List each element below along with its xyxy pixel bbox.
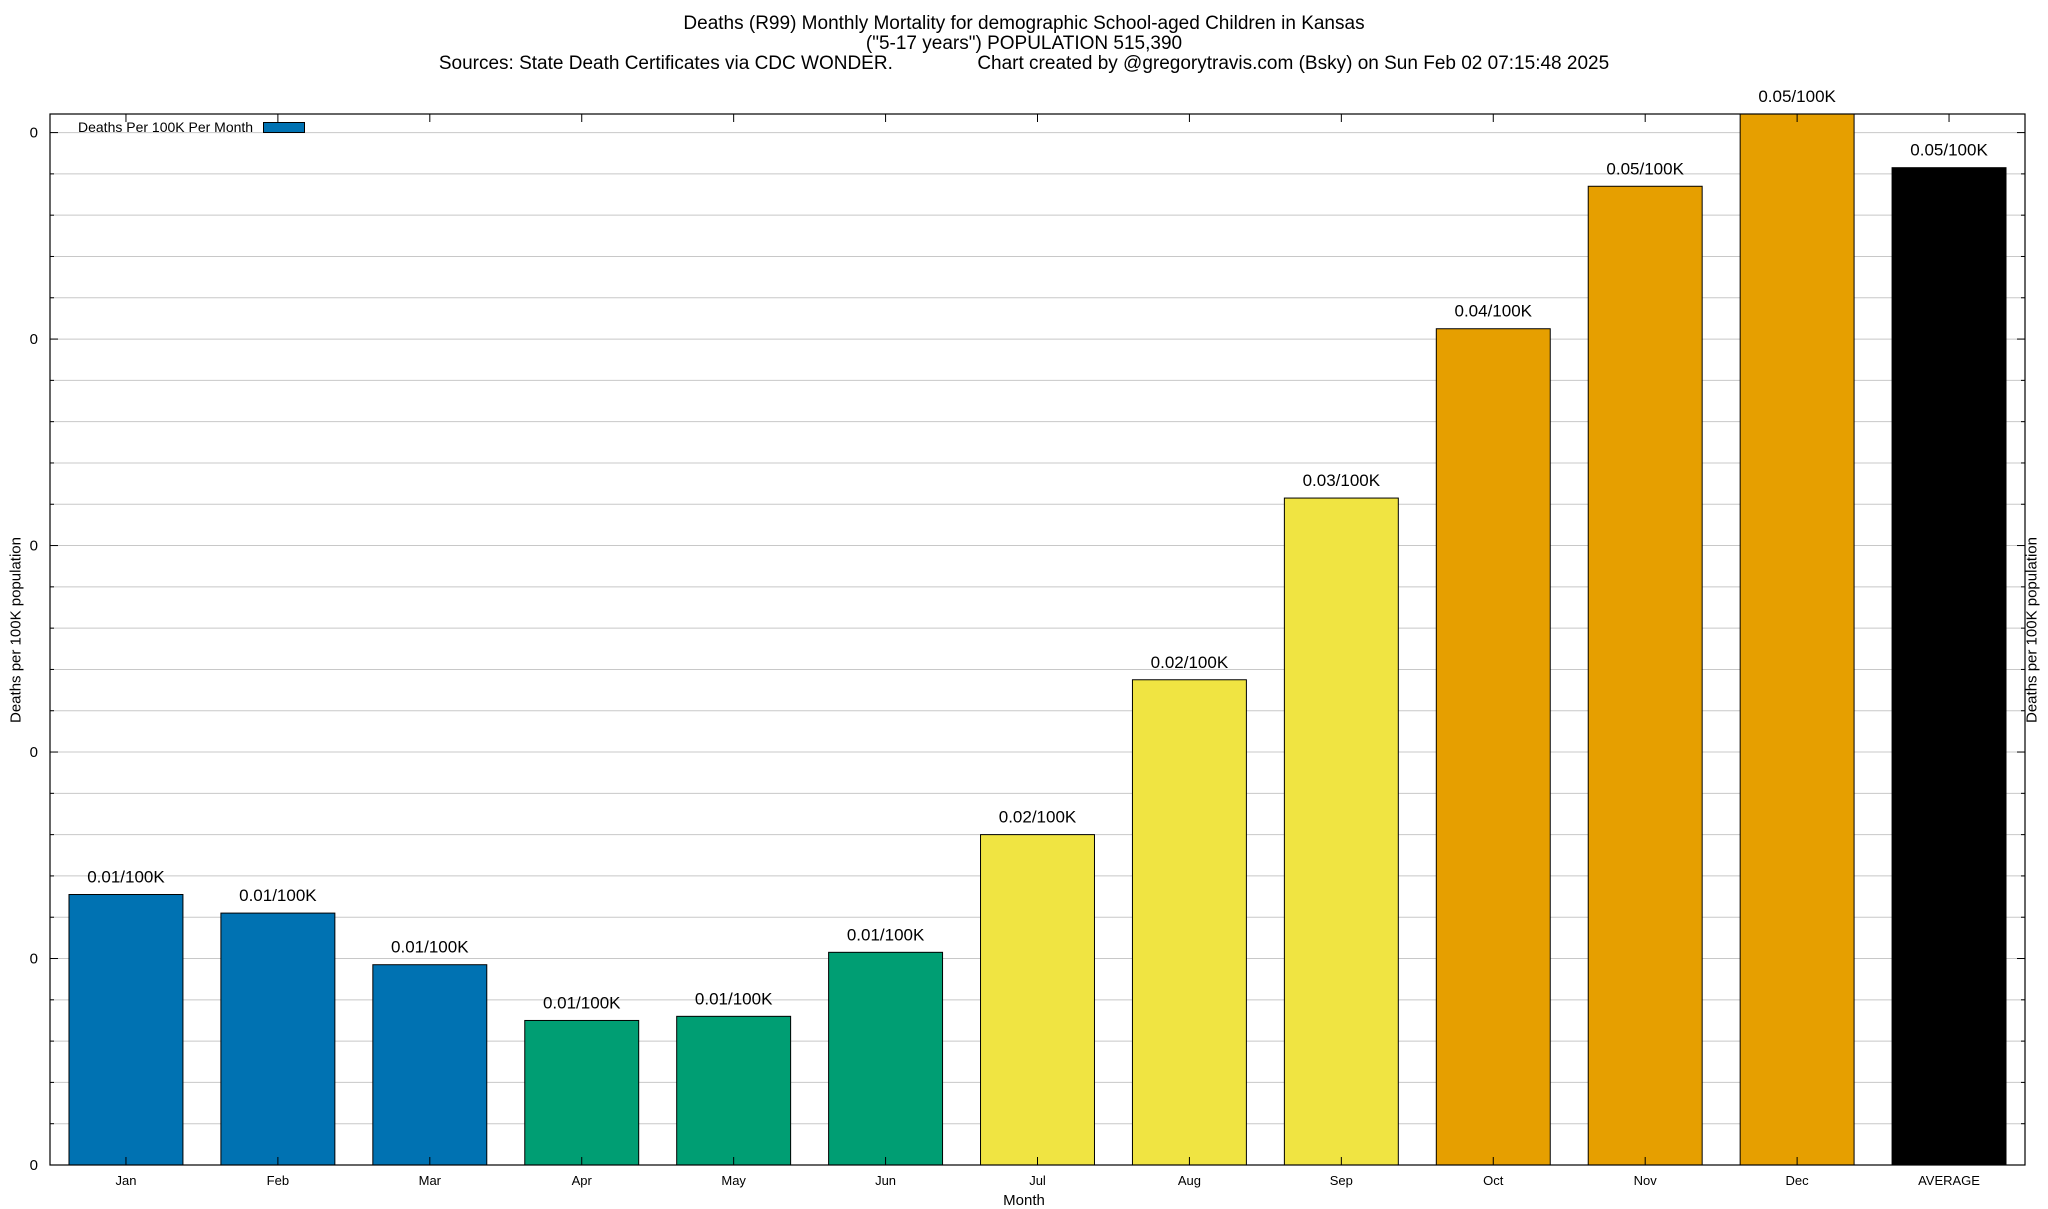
bar-mar: [372, 964, 488, 1166]
bar-oct: [1435, 328, 1551, 1166]
bar-may: [676, 1015, 792, 1166]
y-tick-label: 0: [30, 951, 38, 968]
y-tick-label: 0: [30, 331, 38, 348]
chart-title-block: Deaths (R99) Monthly Mortality for demog…: [0, 14, 2048, 74]
x-tick-label: Mar: [419, 1173, 442, 1188]
x-tick-label: Aug: [1178, 1173, 1201, 1188]
chart-title: Deaths (R99) Monthly Mortality for demog…: [683, 13, 1365, 34]
y-tick-label: 0: [30, 538, 38, 555]
bar-sep: [1283, 497, 1399, 1166]
bar-jun: [828, 951, 944, 1166]
x-tick-label: Sep: [1330, 1173, 1353, 1188]
bar-average: [1891, 167, 2007, 1166]
data-label: 0.05/100K: [1910, 141, 1988, 160]
x-tick-label: Oct: [1483, 1173, 1504, 1188]
bar-jul: [980, 834, 1095, 1166]
data-label: 0.01/100K: [391, 938, 469, 957]
x-tick-label: Feb: [267, 1173, 289, 1188]
data-label: 0.05/100K: [1606, 159, 1684, 178]
x-tick-label: Jan: [115, 1173, 136, 1188]
x-tick-label: May: [721, 1173, 746, 1188]
y-tick-label: 0: [30, 125, 38, 142]
chart-subtitle-population: ("5-17 years") POPULATION 515,390: [865, 33, 1183, 54]
bar-jan: [68, 894, 184, 1166]
data-label: 0.05/100K: [1758, 87, 1836, 106]
x-tick-label: Nov: [1634, 1173, 1658, 1188]
data-label: 0.01/100K: [239, 886, 317, 905]
data-label: 0.04/100K: [1455, 302, 1533, 321]
data-label: 0.01/100K: [87, 868, 165, 887]
data-label: 0.01/100K: [543, 993, 621, 1012]
data-label: 0.02/100K: [999, 808, 1077, 827]
y-tick-label: 0: [30, 1157, 38, 1174]
data-label: 0.03/100K: [1303, 471, 1381, 490]
x-tick-label: Jun: [875, 1173, 896, 1188]
legend-label: Deaths Per 100K Per Month: [78, 119, 254, 135]
x-tick-label: Jul: [1029, 1173, 1046, 1188]
bar-feb: [220, 912, 336, 1166]
bar-nov: [1587, 185, 1703, 1166]
x-tick-label: AVERAGE: [1918, 1173, 1980, 1188]
data-label: 0.01/100K: [847, 925, 925, 944]
y-axis-label-right: Deaths per 100K population: [2023, 537, 2041, 723]
data-label: 0.01/100K: [695, 989, 773, 1008]
plot-frame: [49, 113, 2026, 1166]
bar-aug: [1131, 679, 1247, 1166]
data-label: 0.02/100K: [1151, 653, 1229, 672]
bar-dec: [1739, 113, 1855, 1166]
chart-subtitle-sources: Sources: State Death Certificates via CD…: [438, 53, 1610, 74]
legend-swatch: [263, 121, 306, 133]
x-tick-label: Dec: [1786, 1173, 1810, 1188]
bar-apr: [524, 1019, 640, 1166]
y-axis-label-left: Deaths per 100K population: [7, 537, 25, 723]
x-tick-label: Apr: [572, 1173, 593, 1188]
x-axis-label: Month: [1003, 1192, 1045, 1209]
chart-legend: Deaths Per 100K Per Month: [78, 119, 306, 135]
y-tick-label: 0: [30, 744, 38, 761]
